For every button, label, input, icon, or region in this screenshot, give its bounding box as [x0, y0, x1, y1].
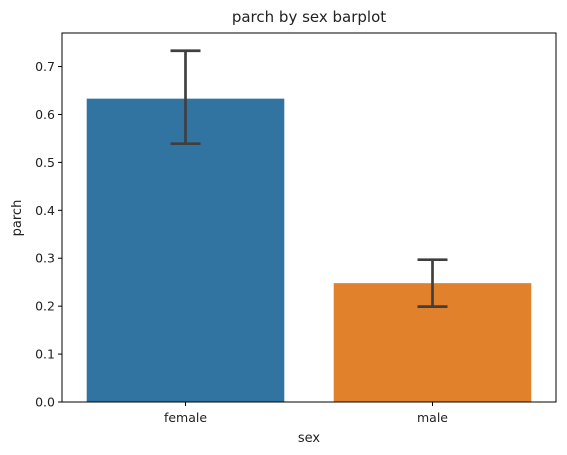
error-bar-male — [417, 258, 448, 308]
bars-group — [86, 98, 532, 402]
x-axis-ticks: female male — [164, 402, 448, 425]
y-tick-label: 0.2 — [35, 299, 55, 314]
y-tick-label: 0.1 — [35, 347, 55, 362]
x-tick-label: female — [164, 410, 207, 425]
y-axis-title: parch — [10, 200, 25, 237]
y-tick-label: 0.3 — [35, 251, 55, 266]
y-tick-label: 0.7 — [35, 59, 55, 74]
y-tick-label: 0.0 — [35, 395, 55, 410]
bar-female — [86, 98, 285, 402]
error-bar-female — [170, 49, 201, 146]
x-axis-title: sex — [298, 431, 321, 446]
y-tick-label: 0.4 — [35, 203, 55, 218]
y-tick-label: 0.6 — [35, 107, 55, 122]
chart-title: parch by sex barplot — [232, 8, 386, 26]
y-axis-ticks: 0.0 0.1 0.2 0.3 0.4 0.5 0.6 0.7 — [35, 59, 62, 410]
x-tick-label: male — [417, 410, 448, 425]
y-tick-label: 0.5 — [35, 155, 55, 170]
plot-frame — [61, 32, 557, 403]
error-bars-group — [170, 49, 448, 308]
